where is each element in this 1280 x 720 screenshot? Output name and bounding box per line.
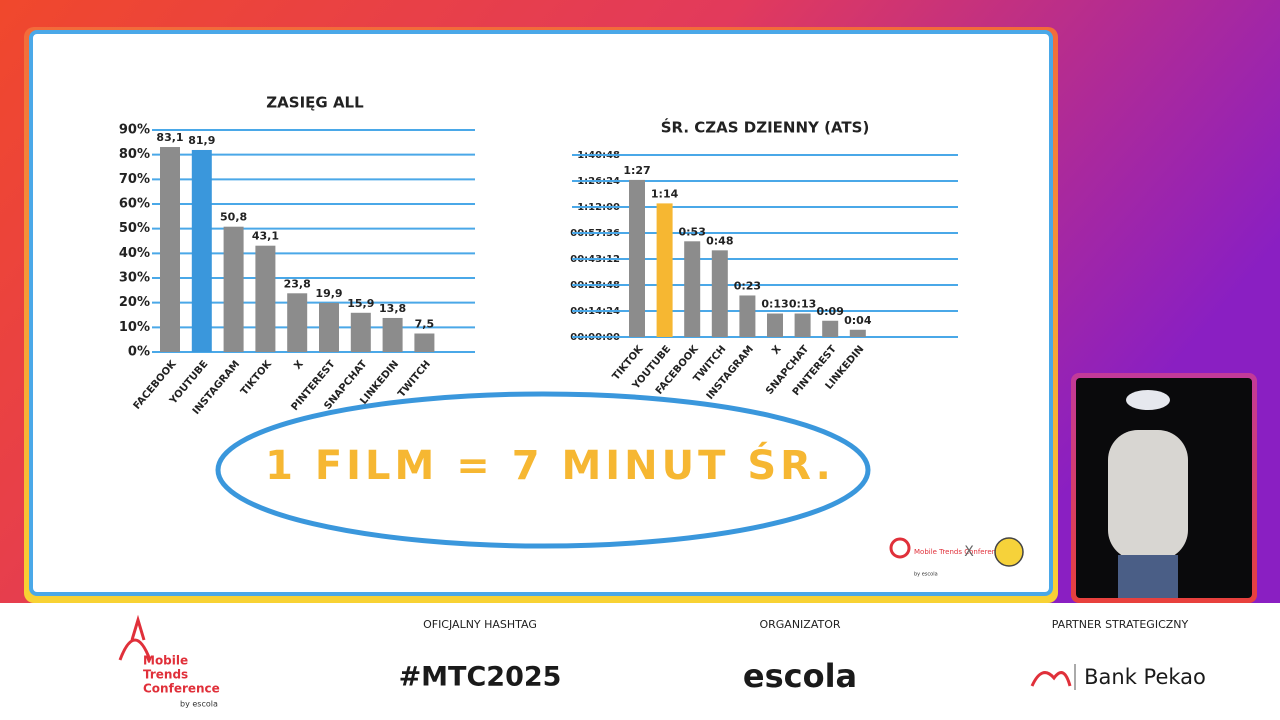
board-logo-name: Mobile Trends Conference — [914, 548, 1004, 556]
value-label: 13,8 — [379, 302, 406, 315]
board-logo-by: by escola — [914, 572, 938, 578]
speaker-cap — [1126, 390, 1170, 410]
footer-bg — [0, 603, 1280, 720]
bar — [849, 329, 866, 337]
y-tick-label: 70% — [119, 172, 150, 187]
annotation: 1 FILM = 7 MINUT ŚR. — [265, 441, 835, 489]
hashtag-label: OFICJALNY HASHTAG — [423, 618, 537, 631]
bar — [684, 241, 701, 337]
value-label: 0:04 — [844, 314, 872, 327]
value-label: 0:13 — [761, 298, 788, 311]
value-label: 0:09 — [817, 305, 844, 318]
bar — [223, 226, 244, 352]
hashtag: #MTC2025 — [399, 662, 562, 693]
chart-title: ŚR. CZAS DZIENNY (ATS) — [661, 118, 870, 137]
bar — [160, 147, 180, 352]
bar — [414, 333, 435, 352]
y-tick-label: 50% — [119, 221, 150, 236]
value-label: 81,9 — [188, 134, 215, 147]
bar — [350, 312, 371, 352]
bar — [711, 250, 728, 337]
logo-line: Mobile — [143, 654, 188, 668]
value-label: 1:14 — [651, 187, 679, 200]
value-label: 50,8 — [220, 211, 247, 224]
emoji — [994, 537, 1024, 567]
y-tick-label: 60% — [119, 197, 150, 212]
bar — [739, 295, 756, 337]
speaker — [1108, 430, 1188, 560]
bar — [255, 245, 276, 352]
bar — [794, 313, 811, 337]
y-tick-label: 90% — [119, 123, 150, 138]
value-label: 7,5 — [415, 318, 435, 331]
value-label: 0:48 — [706, 234, 733, 247]
value-label: 19,9 — [315, 287, 342, 300]
logo-line: Trends — [143, 668, 188, 682]
value-label: 0:13 — [789, 298, 816, 311]
organizer: escola — [743, 657, 857, 695]
value-label: 43,1 — [252, 230, 279, 243]
organizer-label: ORGANIZATOR — [759, 618, 840, 631]
logo-icon — [889, 537, 911, 559]
logo-line: Conference — [143, 682, 220, 696]
partner-label: PARTNER STRATEGICZNY — [1052, 618, 1189, 631]
bar — [191, 149, 212, 352]
chart-title: ZASIĘG ALL — [266, 94, 364, 112]
value-label: 0:23 — [734, 279, 761, 292]
y-tick-label: 10% — [119, 320, 150, 335]
bar — [319, 302, 339, 352]
bar — [629, 179, 645, 337]
logo-by: by escola — [180, 700, 218, 709]
footer: Mobile Trends Conference by escola OFICJ… — [118, 614, 1206, 709]
bar — [822, 320, 839, 337]
separator: X — [964, 544, 974, 560]
bar — [656, 203, 673, 337]
y-tick-label: 40% — [119, 246, 150, 261]
bar — [767, 313, 783, 337]
pekao-icon — [1030, 671, 1072, 687]
annotation-ellipse — [215, 391, 871, 549]
value-label: 15,9 — [347, 297, 374, 310]
mtc-logo-icon — [118, 614, 152, 661]
bar — [287, 293, 308, 352]
y-tick-label: 0% — [128, 345, 150, 360]
value-label: 23,8 — [284, 277, 311, 290]
bar — [382, 317, 403, 352]
partner: Bank Pekao — [1084, 665, 1206, 689]
y-tick-label: 20% — [119, 295, 150, 310]
value-label: 0:53 — [679, 225, 706, 238]
speaker-legs — [1118, 555, 1178, 598]
whiteboard — [29, 30, 1053, 596]
y-tick-label: 80% — [119, 147, 150, 162]
y-tick-label: 30% — [119, 271, 150, 286]
board-logo: Mobile Trends Conference by escola X — [889, 537, 1024, 578]
value-label: 1:27 — [623, 164, 650, 177]
value-label: 83,1 — [156, 131, 183, 144]
